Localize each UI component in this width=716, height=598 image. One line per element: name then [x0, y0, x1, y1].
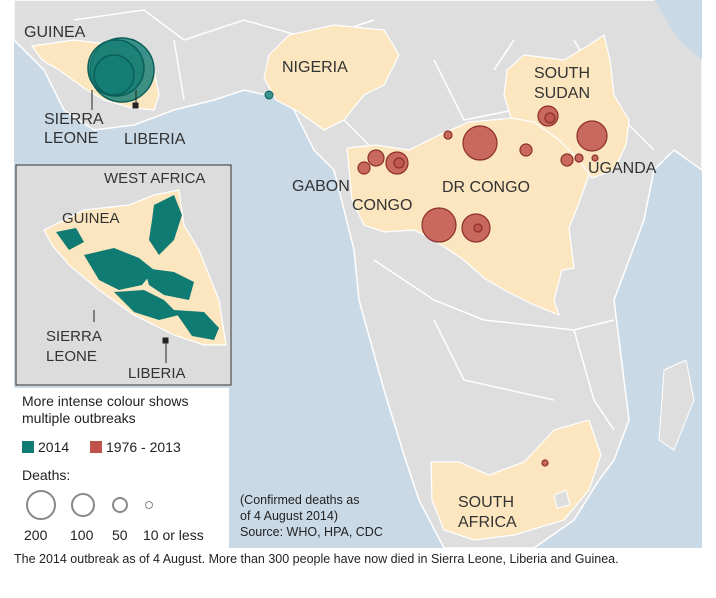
label-nigeria: NIGERIA: [282, 59, 348, 76]
label-sierra-leone-line1: SIERRA: [44, 111, 104, 128]
circle-uganda-4: [591, 154, 599, 162]
legend-size-200-icon: [26, 490, 56, 520]
label-south-sudan-line1: SOUTH: [534, 65, 590, 82]
circle-gabon-1: [367, 149, 385, 167]
label-sierra-leone: SIERRA LEONE: [44, 110, 104, 148]
nigeria-country: [263, 24, 400, 131]
legend-swatch-1976-2013: [90, 441, 102, 453]
outbreak-circles-2014: [87, 37, 274, 103]
circle-drc-small-1: [443, 130, 453, 140]
map-legend: More intense colour shows multiple outbr…: [14, 388, 229, 548]
lesotho: [553, 489, 571, 509]
circle-gabon-4: [393, 157, 405, 169]
label-south-africa-line2: AFRICA: [458, 514, 517, 531]
circle-drc-west-3: [473, 223, 483, 233]
circle-drc-small-2: [519, 143, 533, 157]
circle-uganda-large: [576, 120, 608, 152]
circle-liberia-2014: [93, 54, 135, 96]
label-congo: CONGO: [352, 197, 413, 214]
source-line1: (Confirmed deaths as: [240, 493, 360, 507]
label-south-africa-line1: SOUTH: [458, 494, 514, 511]
legend-size-50-icon: [112, 497, 128, 513]
sea-north-east: [654, 0, 702, 60]
legend-deaths-title: Deaths:: [22, 467, 71, 483]
inset-label-sierra-leone-line2: LEONE: [46, 348, 97, 365]
label-south-sudan-line2: SUDAN: [534, 85, 591, 102]
inset-label-liberia: LIBERIA: [128, 365, 186, 382]
legend-size-10-icon: [145, 501, 153, 509]
label-gabon: GABON: [292, 178, 350, 195]
circle-uganda-2: [560, 153, 574, 167]
legend-label-2014: 2014: [38, 439, 70, 455]
leader-lines: [91, 90, 169, 363]
legend-size-200-label: 200: [24, 527, 48, 543]
legend-size-50-label: 50: [112, 527, 128, 543]
outbreak-circles-1976-2013: [357, 105, 608, 467]
source-line2: of 4 August 2014): [240, 509, 338, 523]
source-note: (Confirmed deaths as of 4 August 2014) S…: [240, 492, 383, 540]
inset-label-sierra-leone-line1: SIERRA: [46, 328, 102, 345]
legend-size-100-icon: [71, 493, 95, 517]
legend-size-10-label: 10 or less: [143, 527, 204, 543]
legend-intensity-line2: multiple outbreaks: [22, 410, 136, 426]
circle-drc-west-large: [421, 207, 457, 243]
circle-south-africa: [541, 459, 549, 467]
circle-drc-north-large: [462, 125, 498, 161]
circle-gabon-2: [357, 161, 371, 175]
inset-label-guinea: GUINEA: [62, 210, 120, 227]
south-africa-country: [430, 419, 602, 541]
label-liberia: LIBERIA: [124, 131, 186, 148]
figure-caption: The 2014 outbreak as of 4 August. More t…: [14, 552, 619, 566]
legend-size-100-label: 100: [70, 527, 94, 543]
label-south-sudan: SOUTH SUDAN: [534, 64, 590, 104]
label-south-africa: SOUTH AFRICA: [458, 493, 517, 533]
inset-label-sierra-leone: SIERRA LEONE: [46, 327, 102, 367]
legend-intensity-line1: More intense colour shows: [22, 393, 189, 409]
circle-nigeria-2014: [264, 90, 274, 100]
label-guinea: GUINEA: [24, 24, 86, 41]
legend-swatch-2014: [22, 441, 34, 453]
label-dr-congo: DR CONGO: [442, 179, 530, 196]
label-sierra-leone-line2: LEONE: [44, 130, 99, 147]
source-line3: Source: WHO, HPA, CDC: [240, 525, 383, 539]
madagascar: [658, 359, 695, 451]
inset-title: WEST AFRICA: [104, 170, 206, 187]
label-uganda: UGANDA: [588, 160, 657, 177]
inset-outbreak-areas: [56, 195, 219, 340]
map-overlay: [87, 37, 608, 467]
legend-label-1976-2013: 1976 - 2013: [106, 439, 181, 455]
circle-uganda-3: [574, 153, 584, 163]
circle-south-sudan-2: [544, 112, 556, 124]
